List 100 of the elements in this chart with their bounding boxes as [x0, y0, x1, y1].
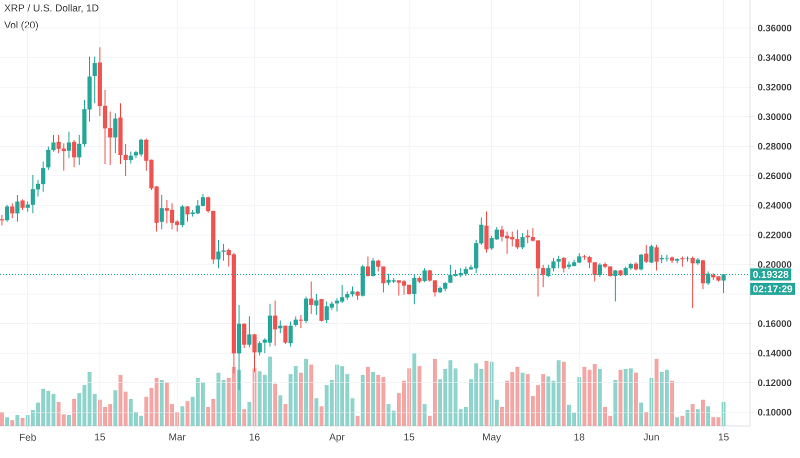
bar — [186, 401, 190, 426]
candlestick — [309, 280, 314, 314]
candlestick — [700, 259, 706, 290]
ref-line-label: 0.19328 — [753, 270, 788, 278]
bar — [675, 417, 680, 426]
bar — [412, 353, 416, 426]
y-tick-label: 0.28000 — [758, 142, 792, 150]
bar — [20, 418, 25, 426]
candlestick — [242, 322, 246, 348]
bar — [72, 398, 76, 426]
x-tick-label: Apr — [329, 434, 345, 442]
bar — [298, 372, 303, 426]
bar — [5, 417, 10, 426]
y-tick-label: 0.12000 — [758, 379, 792, 386]
x-tick-label: 15 — [95, 434, 105, 440]
text: 02:17:29 — [753, 285, 792, 292]
y-tick-label: 0.20000 — [758, 261, 792, 268]
candlestick — [366, 256, 370, 277]
x-tick-label: 15 — [718, 434, 729, 440]
candlestick — [247, 316, 252, 348]
candlestick — [128, 151, 133, 164]
bar — [273, 384, 278, 426]
chart-title: Vol (20) — [4, 21, 38, 30]
candlestick — [10, 202, 14, 219]
bar — [247, 402, 252, 426]
y-tick-label: 0.10000 — [758, 408, 792, 416]
bar — [706, 406, 710, 426]
bar — [366, 366, 370, 426]
bar — [613, 380, 618, 426]
candlestick — [298, 314, 304, 329]
candlestick — [185, 205, 190, 222]
bar — [484, 361, 488, 426]
x-tick-label: Jun — [644, 434, 659, 440]
candlestick — [304, 296, 308, 324]
bar — [690, 404, 695, 426]
bar — [670, 380, 674, 426]
bar — [639, 402, 644, 426]
y-tick-label: 0.16000 — [758, 320, 792, 327]
chart-title: XRP / U.S. Dollar, 1D — [4, 4, 98, 13]
candlestick — [520, 232, 525, 250]
bar — [283, 404, 288, 426]
y-tick-label: 0.36000 — [758, 24, 792, 32]
bar — [113, 390, 118, 426]
candlestick — [690, 256, 695, 309]
candlestick — [20, 198, 25, 210]
bar — [562, 362, 566, 426]
bar — [356, 416, 360, 426]
y-tick-label: 0.14000 — [758, 350, 792, 357]
candlestick — [113, 112, 118, 154]
x-tick-label: May — [483, 434, 502, 442]
y-tick-label: 0.32000 — [758, 84, 792, 91]
candlestick — [654, 244, 659, 272]
candlestick — [319, 298, 324, 322]
candlestick — [258, 340, 262, 356]
bar — [242, 409, 246, 426]
candlestick — [66, 131, 72, 159]
candlestick — [294, 316, 298, 328]
bar — [701, 400, 705, 426]
bar — [320, 406, 324, 426]
bar — [180, 406, 184, 426]
candlestick — [273, 300, 278, 346]
candlestick — [92, 56, 97, 104]
y-tick-label: 0.26000 — [758, 172, 792, 180]
candlestick — [649, 244, 654, 264]
candlestick — [180, 204, 184, 228]
x-tick-label: 16 — [250, 434, 260, 441]
bar — [422, 404, 427, 426]
bar — [696, 409, 700, 426]
y-tick-label: 0.24000 — [758, 202, 792, 209]
bar — [618, 370, 622, 426]
bar — [371, 372, 376, 426]
y-tick-label: 0.34000 — [758, 54, 792, 61]
candlestick — [562, 256, 566, 273]
bar — [314, 398, 318, 426]
candlestick — [0, 214, 4, 226]
bar — [304, 358, 308, 426]
x-tick-label: 18 — [574, 434, 584, 441]
bar — [237, 370, 242, 426]
y-tick-label: 0.30000 — [758, 113, 792, 120]
bar — [680, 416, 684, 426]
candlestick — [278, 320, 282, 334]
bar — [520, 372, 525, 426]
bar — [654, 358, 659, 426]
candlestick — [4, 204, 10, 222]
bar — [66, 415, 71, 426]
x-tick-label: 15 — [404, 434, 414, 440]
x-tick-label: Feb — [20, 434, 36, 441]
candlestick — [644, 244, 648, 264]
candlestick — [15, 194, 20, 222]
candlestick — [283, 325, 288, 344]
bar — [418, 366, 422, 426]
bar — [598, 369, 602, 426]
candlestick — [680, 256, 684, 268]
candlestick — [314, 293, 318, 316]
candlestick — [160, 194, 164, 230]
bar — [15, 415, 20, 426]
x-tick-label: Mar — [169, 434, 186, 440]
candlestick — [639, 253, 644, 272]
y-tick-label: 0.22000 — [758, 232, 792, 238]
candlestick — [72, 139, 76, 168]
